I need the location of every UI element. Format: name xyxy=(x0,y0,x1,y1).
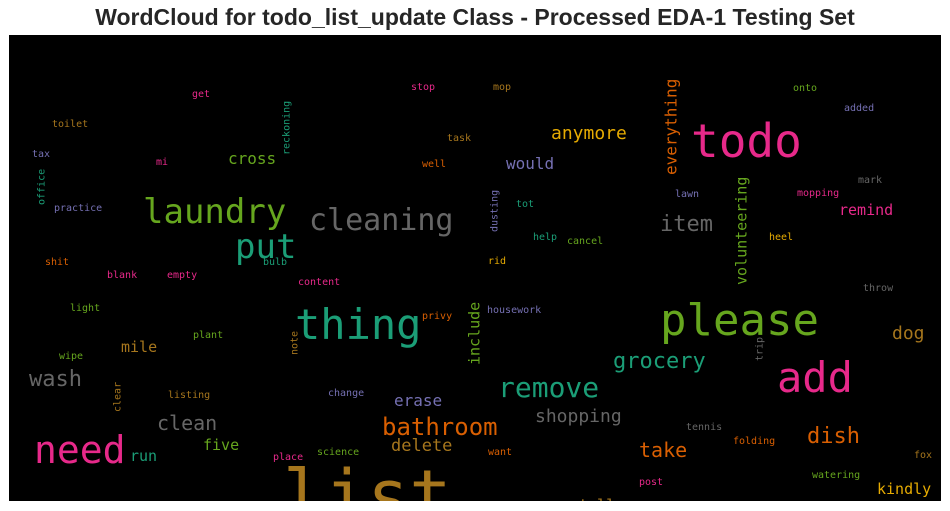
word-volunteering: volunteering xyxy=(732,177,750,285)
word-add: add xyxy=(777,353,853,402)
word-want: want xyxy=(488,447,512,458)
word-erase: erase xyxy=(394,391,442,410)
wordcloud: listtodopleaseaddthingneedlaundryputclea… xyxy=(29,79,932,501)
word-onto: onto xyxy=(793,83,817,94)
word-mop: mop xyxy=(493,82,511,93)
word-kindly: kindly xyxy=(877,480,931,498)
chart-title: WordCloud for todo_list_update Class - P… xyxy=(95,4,855,30)
word-change: change xyxy=(328,388,364,399)
word-task: task xyxy=(447,133,471,144)
word-throw: throw xyxy=(863,283,894,294)
word-need: need xyxy=(34,428,126,472)
word-tally: tally xyxy=(579,496,624,501)
word-note: note xyxy=(290,331,301,355)
word-well: well xyxy=(422,159,446,170)
word-shopping: shopping xyxy=(535,406,622,427)
word-include: include xyxy=(465,302,483,365)
word-listing: listing xyxy=(168,390,210,401)
word-clean: clean xyxy=(157,411,217,435)
word-cancel: cancel xyxy=(567,236,603,247)
word-tax: tax xyxy=(32,149,50,160)
word-shit: shit xyxy=(45,257,69,268)
word-heel: heel xyxy=(769,232,793,243)
word-thing: thing xyxy=(295,300,421,349)
word-remind: remind xyxy=(839,201,893,219)
word-cross: cross xyxy=(228,149,276,168)
word-todo: todo xyxy=(691,114,802,168)
word-clear: clear xyxy=(113,382,124,412)
word-office: office xyxy=(37,169,48,205)
word-tot: tot xyxy=(516,199,534,210)
word-take: take xyxy=(639,438,687,462)
word-content: content xyxy=(298,277,340,288)
word-anymore: anymore xyxy=(551,123,627,144)
word-mopping: mopping xyxy=(797,188,839,199)
word-post: post xyxy=(639,477,663,488)
word-reckoning: reckoning xyxy=(282,101,293,155)
word-mi: mi xyxy=(156,157,168,168)
word-help: help xyxy=(533,232,557,243)
word-grocery: grocery xyxy=(613,349,706,374)
word-practice: practice xyxy=(54,203,102,214)
word-place: place xyxy=(273,452,303,463)
word-plant: plant xyxy=(193,330,223,341)
word-everything: everything xyxy=(662,79,681,175)
word-put: put xyxy=(235,227,296,267)
word-rid: rid xyxy=(488,256,506,267)
word-watering: watering xyxy=(812,470,860,481)
word-light: light xyxy=(70,303,100,314)
word-folding: folding xyxy=(733,436,775,447)
word-fox: fox xyxy=(914,450,932,461)
word-would: would xyxy=(506,154,554,173)
word-added: added xyxy=(844,103,874,114)
word-trip: trip xyxy=(755,337,766,361)
word-laundry: laundry xyxy=(143,192,286,232)
word-dish: dish xyxy=(807,424,860,449)
word-item: item xyxy=(660,212,713,237)
word-stop: stop xyxy=(411,82,435,93)
word-toilet: toilet xyxy=(52,119,88,130)
word-privy: privy xyxy=(422,311,452,322)
word-bulb: bulb xyxy=(263,257,287,268)
word-wash: wash xyxy=(29,367,82,392)
word-dog: dog xyxy=(892,323,925,344)
word-wipe: wipe xyxy=(59,351,83,362)
word-run: run xyxy=(130,447,157,465)
word-list: list xyxy=(283,455,452,501)
word-delete: delete xyxy=(391,436,452,456)
word-empty: empty xyxy=(167,270,197,281)
word-mark: mark xyxy=(858,175,882,186)
word-bathroom: bathroom xyxy=(382,413,498,441)
word-mile: mile xyxy=(121,338,157,356)
word-dusting: dusting xyxy=(490,190,501,232)
word-housework: housework xyxy=(487,305,541,316)
word-cleaning: cleaning xyxy=(309,203,454,238)
word-lawn: lawn xyxy=(675,189,699,200)
word-get: get xyxy=(192,89,210,100)
word-blank: blank xyxy=(107,270,137,281)
word-five: five xyxy=(203,436,239,454)
word-science: science xyxy=(317,447,359,458)
wordcloud-background xyxy=(9,35,941,501)
word-tennis: tennis xyxy=(686,422,722,433)
word-please: please xyxy=(660,295,819,346)
word-remove: remove xyxy=(498,371,599,404)
